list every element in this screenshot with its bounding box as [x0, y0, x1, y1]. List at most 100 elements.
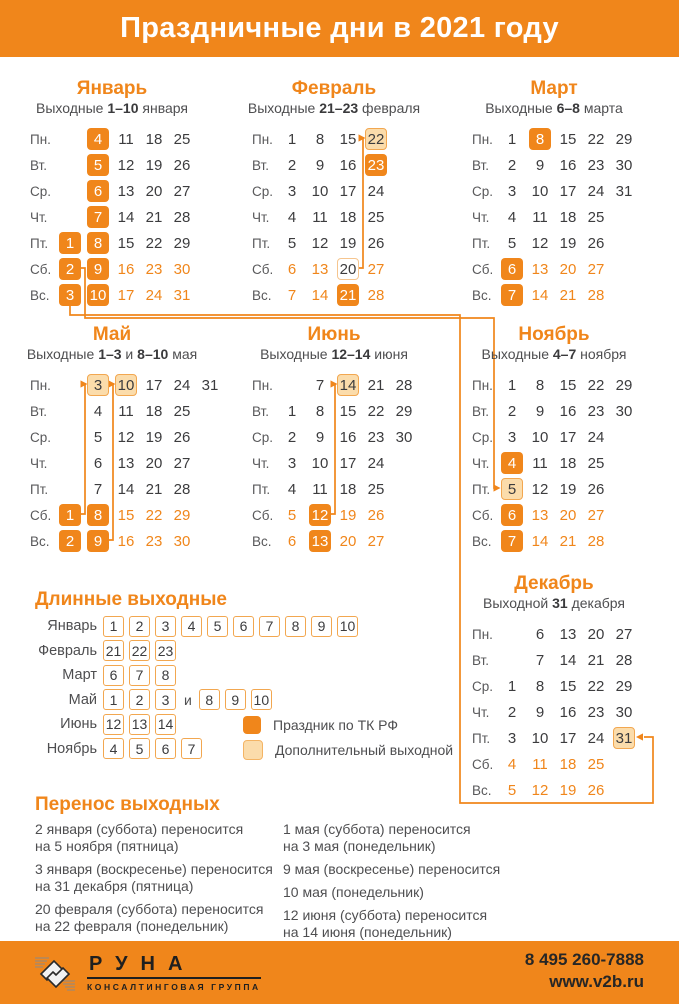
day-cell: 25 — [582, 204, 610, 230]
date: 3 — [507, 428, 517, 446]
day-cell: 16 — [554, 398, 582, 424]
week-row: Чт. 2 9 16 23 30 — [472, 699, 638, 725]
date: 27 — [173, 454, 191, 472]
week-row: Сб. 5 12 19 26 — [252, 502, 418, 528]
week-row: Пн. 4 11 18 25 — [30, 126, 196, 152]
weekday-label: Вс. — [30, 287, 50, 303]
date: 18 — [339, 208, 357, 226]
day-cell: 26 — [582, 476, 610, 502]
weekend-date: 30 — [173, 532, 191, 550]
holiday-date: 9 — [87, 530, 109, 552]
weekend-date: 23 — [145, 260, 163, 278]
weekday-label: Ср. — [30, 183, 52, 199]
day-cell: 20 — [582, 621, 610, 647]
footer-contacts: 8 495 260-7888 www.v2b.ru — [525, 949, 644, 993]
date: 7 — [93, 480, 103, 498]
day-cell: 3 — [498, 725, 526, 751]
day-cell: 3 — [278, 450, 306, 476]
day-cell: 7 — [84, 476, 112, 502]
day-cell: 10 — [306, 450, 334, 476]
day-cell: 20 — [554, 256, 582, 282]
transfer-note-line: на 3 мая (понедельник) — [283, 838, 436, 854]
month-subtitle: Выходные 1–3 и 8–10 мая — [27, 346, 197, 363]
date: 1 — [507, 677, 517, 695]
weekday-label: Вс. — [30, 533, 50, 549]
date: 15 — [559, 677, 577, 695]
day-cell: 3 — [84, 372, 112, 398]
weekend-date: 21 — [559, 532, 577, 550]
weekend-date: 25 — [587, 755, 605, 773]
long-weekend-day-box: 5 — [129, 738, 150, 760]
day-cell: 21 — [554, 282, 582, 308]
date: 8 — [315, 402, 325, 420]
date: 23 — [587, 703, 605, 721]
long-weekend-day-box: 8 — [198, 689, 220, 711]
day-cell: 16 — [554, 152, 582, 178]
day-cell: 14 — [526, 528, 554, 554]
weekday-label: Вс. — [472, 782, 492, 798]
long-weekends-title: Длинные выходные — [35, 589, 227, 610]
date: 1 — [287, 130, 297, 148]
day-cell: 19 — [334, 502, 362, 528]
date: 25 — [367, 480, 385, 498]
subtitle-text: января — [138, 100, 188, 116]
day-cell — [610, 282, 638, 308]
day-cell: 28 — [582, 528, 610, 554]
day-cell: 13 — [306, 528, 334, 554]
day-cell: 7 — [526, 647, 554, 673]
weekend-date: 20 — [559, 260, 577, 278]
long-weekend-row: Март 6 7 8 — [30, 663, 363, 688]
holiday-date: 2 — [59, 530, 81, 552]
day-cell: 7 — [278, 282, 306, 308]
day-cell: 23 — [362, 152, 390, 178]
weekday-label: Сб. — [472, 261, 494, 277]
day-cell: 15 — [112, 502, 140, 528]
date: 2 — [287, 428, 297, 446]
date: 17 — [559, 182, 577, 200]
day-cell: 25 — [362, 476, 390, 502]
day-cell: 15 — [112, 230, 140, 256]
day-cell: 30 — [390, 424, 418, 450]
day-cell: 27 — [168, 450, 196, 476]
day-cell: 12 — [526, 230, 554, 256]
weekday-label: Вт. — [472, 652, 489, 668]
day-cell: 12 — [306, 502, 334, 528]
holiday-date: 1 — [59, 504, 81, 526]
date: 26 — [587, 234, 605, 252]
weekend-date: 16 — [117, 532, 135, 550]
month-header: Декабрь Выходной 31 декабря — [472, 573, 636, 612]
day-cell: 18 — [554, 204, 582, 230]
date: 9 — [315, 156, 325, 174]
date: 26 — [367, 234, 385, 252]
weekday-label: Сб. — [30, 507, 52, 523]
holiday-date: 2 — [59, 258, 81, 280]
day-cell: 17 — [112, 282, 140, 308]
day-cell: 23 — [140, 256, 168, 282]
date: 9 — [535, 156, 545, 174]
week-row: Вс. 7 14 21 28 — [472, 282, 638, 308]
long-weekend-day-box: 9 — [224, 689, 246, 711]
date: 15 — [559, 376, 577, 394]
day-cell: 26 — [362, 230, 390, 256]
transfers-title: Перенос выходных — [35, 794, 220, 815]
day-cell: 18 — [140, 126, 168, 152]
long-weekend-row: Январь 1 2 3 4 5 6 7 8 9 10 — [30, 614, 363, 639]
day-cell — [278, 372, 306, 398]
weekday-label: Пт. — [30, 235, 49, 251]
weekend-date: 13 — [531, 260, 549, 278]
weekend-date: 7 — [287, 286, 297, 304]
date: 16 — [559, 156, 577, 174]
weekday-label: Ср. — [472, 429, 494, 445]
date: 4 — [507, 208, 517, 226]
day-cell — [196, 398, 224, 424]
date: 23 — [587, 156, 605, 174]
transfer-note: 1 мая (суббота) переносится на 3 мая (пон… — [283, 821, 573, 855]
date: 7 — [315, 376, 325, 394]
holiday-date: 23 — [365, 154, 387, 176]
date: 9 — [535, 703, 545, 721]
week-row: Сб. 1 8 15 22 29 — [30, 502, 224, 528]
month-grid: Пн. 6 13 20 27 Вт. 7 14 21 28 Ср. 1 8 15 22 29 Чт. 2 9 16 23… — [472, 621, 638, 803]
weekday-label: Вс. — [252, 287, 272, 303]
transfer-note-line: 2 января (суббота) переносится — [35, 821, 244, 837]
date: 12 — [117, 156, 135, 174]
